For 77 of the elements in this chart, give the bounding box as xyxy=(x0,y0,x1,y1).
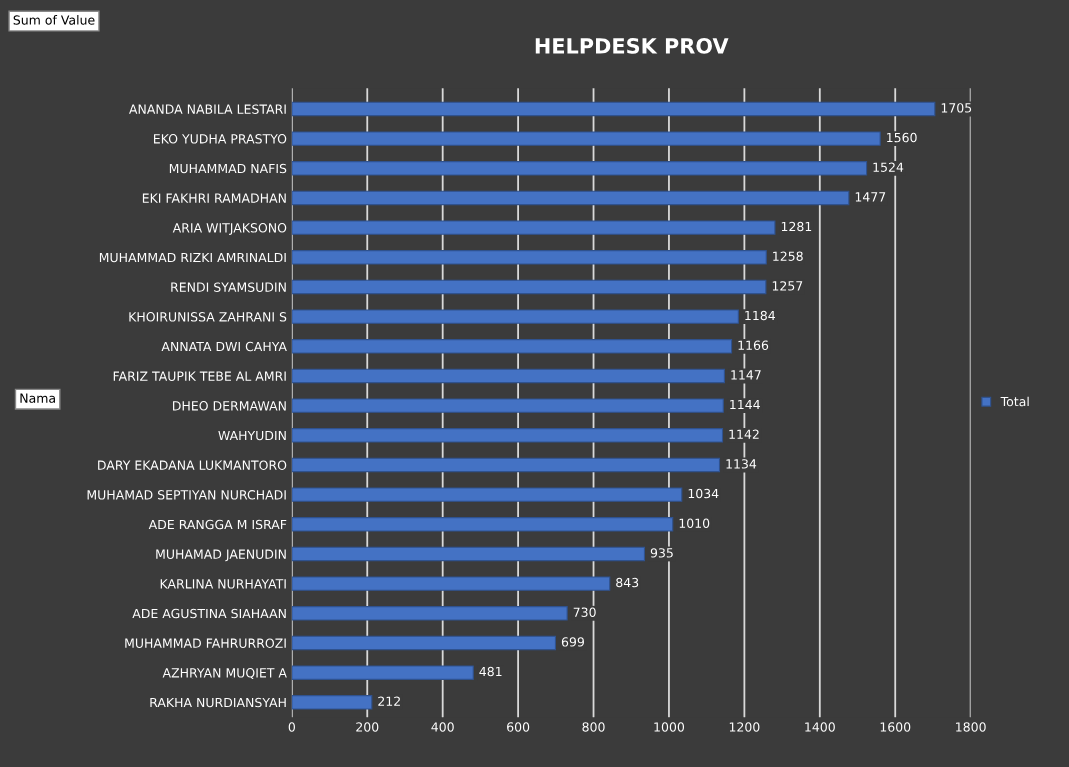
data-label: 1142 xyxy=(729,429,759,439)
y-tick-label: KHOIRUNISSA ZAHRANI S xyxy=(129,312,287,322)
bar xyxy=(291,131,881,146)
y-tick-label: MUHAMMAD FAHRURROZI xyxy=(125,638,286,648)
bar xyxy=(291,309,739,324)
data-label: 212 xyxy=(378,696,400,706)
y-tick-label: MUHAMMAD NAFIS xyxy=(169,163,287,174)
bar xyxy=(291,635,556,651)
x-tick-label: 600 xyxy=(507,722,530,732)
x-tick-label: 1400 xyxy=(805,722,835,732)
y-tick-label: EKO YUDHA PRASTYO xyxy=(154,134,287,144)
x-tick-label: 1800 xyxy=(956,722,986,732)
bar xyxy=(291,457,721,473)
bar xyxy=(291,398,724,413)
data-label: 730 xyxy=(573,607,596,617)
y-tick-label: RENDI SYAMSUDIN xyxy=(171,282,286,292)
y-tick-label: MUHAMAD JAENUDIN xyxy=(156,549,286,562)
y-tick-label: ANANDA NABILA LESTARI xyxy=(129,104,286,114)
data-label: 1524 xyxy=(873,162,904,172)
bar xyxy=(291,665,474,680)
data-label: 1477 xyxy=(855,192,886,202)
y-tick-label: ADE RANGGA M ISRAF xyxy=(148,519,287,530)
y-tick-label: RAKHA NURDIANSYAH xyxy=(150,697,286,708)
bar xyxy=(291,250,767,265)
data-label: 1705 xyxy=(941,103,972,113)
text: Sum of Value xyxy=(13,15,95,25)
y-tick-label: DARY EKADANA LUKMANTORO xyxy=(98,460,287,470)
y-tick-label: ADE AGUSTINA SIAHAAN xyxy=(132,608,286,619)
y-tick-label: ANNATA DWI CAHYA xyxy=(161,341,287,352)
bar xyxy=(291,368,725,384)
data-label: 1258 xyxy=(773,251,803,261)
bar xyxy=(291,546,645,562)
y-tick-label: FARIZ TAUPIK TEBE AL AMRI xyxy=(113,371,286,381)
x-tick-label: 400 xyxy=(431,722,454,732)
data-label: 843 xyxy=(616,577,639,588)
legend-label: Total xyxy=(1000,396,1029,407)
data-label: 481 xyxy=(479,666,502,677)
bar xyxy=(291,517,674,532)
x-tick-label: 1000 xyxy=(654,722,685,732)
y-tick-label: WAHYUDIN xyxy=(218,430,286,441)
data-label: 1010 xyxy=(679,518,710,528)
bar xyxy=(291,487,683,502)
y-axis-title: Nama xyxy=(20,393,55,403)
data-label: 1166 xyxy=(738,340,769,350)
bar xyxy=(291,190,850,206)
bar xyxy=(291,576,611,591)
y-tick-label: MUHAMMAD RIZKI AMRINALDI xyxy=(99,252,286,263)
bar xyxy=(291,279,767,295)
data-label: 1257 xyxy=(772,281,803,291)
bar xyxy=(291,339,733,354)
data-label: 1560 xyxy=(887,132,917,143)
data-label: 1184 xyxy=(745,310,776,321)
x-tick-label: 200 xyxy=(356,722,379,732)
bar xyxy=(291,695,373,710)
bar xyxy=(291,428,724,443)
y-tick-label: ARIA WITJAKSONO xyxy=(172,223,287,235)
data-label: 699 xyxy=(561,637,584,647)
y-tick-label: AZHRYAN MUQIET A xyxy=(162,668,287,679)
data-label: 1281 xyxy=(781,221,812,232)
y-tick-label: MUHAMAD SEPTIYAN NURCHADI xyxy=(87,490,286,500)
x-tick-label: 1600 xyxy=(880,722,911,732)
x-tick-label: 1200 xyxy=(729,722,760,732)
chart-title: HELPDESK PROV xyxy=(535,38,729,54)
y-tick-label: DHEO DERMAWAN xyxy=(173,401,286,411)
x-tick-label: 0 xyxy=(288,722,295,732)
y-tick-label: KARLINA NURHAYATI xyxy=(160,579,286,589)
bar xyxy=(291,220,776,235)
bar xyxy=(291,161,868,176)
data-label: 1034 xyxy=(688,488,719,499)
bar xyxy=(291,101,936,117)
data-label: 935 xyxy=(650,548,673,558)
data-label: 1144 xyxy=(730,399,760,410)
data-label: 1147 xyxy=(731,370,761,380)
data-label: 1134 xyxy=(726,459,757,469)
bar xyxy=(291,606,568,621)
y-tick-label: EKI FAKHRI RAMADHAN xyxy=(142,193,286,203)
x-tick-label: 800 xyxy=(582,722,605,732)
